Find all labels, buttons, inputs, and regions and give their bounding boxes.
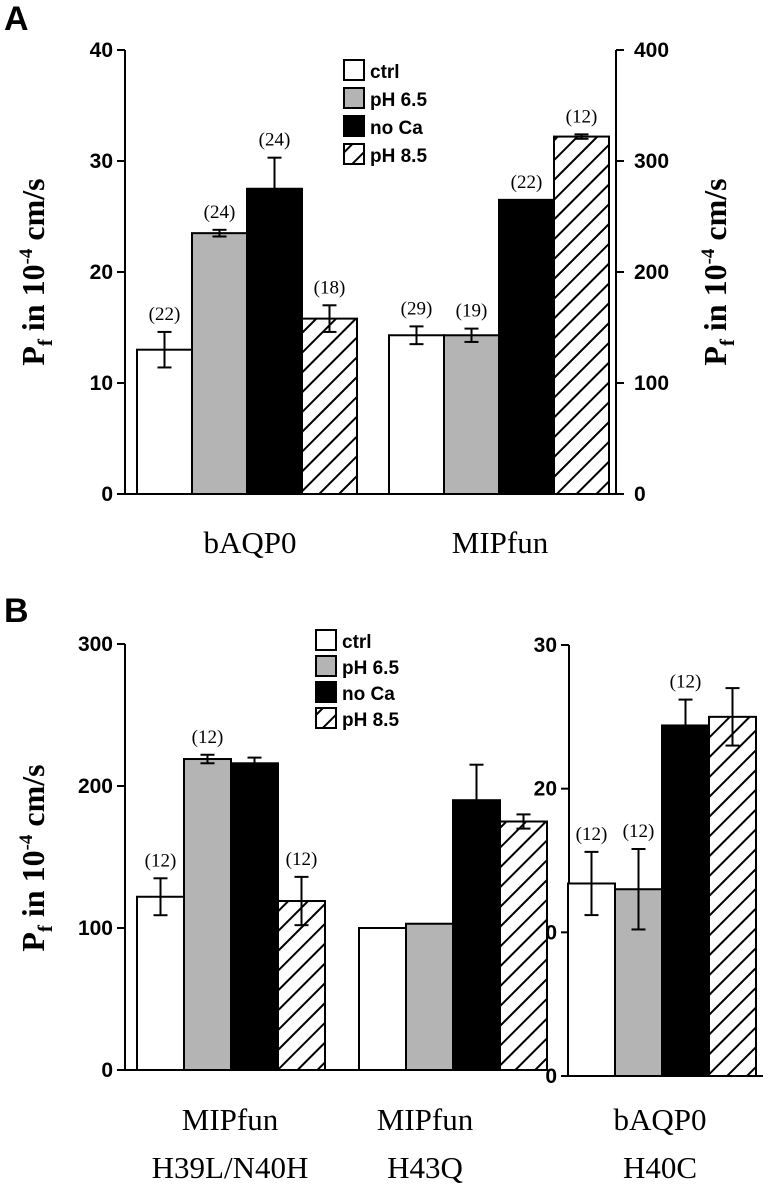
legend-swatch [343, 87, 365, 109]
y-tick-label: 300 [78, 633, 113, 656]
y-tick-label: 20 [90, 261, 113, 284]
y-axis-label-right: Pf in 10-4 cm/s [697, 178, 739, 365]
y-axis-label: Pf in 10-4 cm/s [15, 764, 57, 951]
bar-ph-8-5 [277, 900, 326, 1072]
category-label: MIPfun [182, 1102, 279, 1137]
legend-label: pH 6.5 [370, 90, 427, 111]
y-tick-label: 0 [101, 483, 113, 506]
y-tick-label: 100 [78, 917, 113, 940]
y-tick-label: 400 [634, 39, 669, 62]
panel-letter: B [4, 592, 29, 630]
bar-no-ca [246, 187, 303, 495]
legend-swatch [315, 655, 337, 677]
bar-ctrl [388, 334, 445, 495]
y-tick-label: 40 [90, 39, 113, 62]
y-tick-label: 200 [78, 775, 113, 798]
bar-no-ca [498, 198, 555, 495]
legend-label: ctrl [370, 62, 400, 83]
y-tick-label: 0 [634, 483, 646, 506]
bar-ctrl [136, 895, 185, 1072]
y-tick-label: 100 [634, 372, 669, 395]
bar-ctrl [358, 927, 407, 1071]
n-label: (12) [623, 821, 655, 842]
n-label: (12) [566, 106, 598, 127]
n-label: (12) [286, 849, 318, 870]
n-label: (12) [145, 850, 177, 871]
legend-swatch [315, 629, 337, 651]
bar-ph-8-5 [708, 715, 757, 1077]
legend-swatch [343, 115, 365, 137]
n-label: (22) [511, 172, 543, 193]
legend: ctrl pH 6.5 no Ca pH 8.5 [343, 59, 427, 167]
legend-swatch [315, 681, 337, 703]
n-label: (29) [401, 298, 433, 319]
legend-swatch [343, 143, 365, 165]
legend-swatch [343, 59, 365, 81]
y-tick-label: 0 [101, 1059, 113, 1082]
bar-no-ca [452, 799, 501, 1071]
y-tick-label: 300 [634, 150, 669, 173]
bar-ph-6-5 [191, 232, 248, 495]
bar-ph-6-5 [443, 334, 500, 495]
legend-swatch [315, 707, 337, 729]
bar-ph-8-5 [553, 135, 610, 496]
legend-label: pH 6.5 [342, 658, 399, 679]
category-label: MIPfun [377, 1102, 474, 1137]
n-label: (12) [576, 824, 608, 845]
y-tick-label: 0 [545, 1065, 557, 1088]
bar-ph-8-5 [499, 820, 548, 1071]
n-label: (19) [456, 301, 488, 322]
category-label: H39L/N40H [152, 1150, 309, 1185]
bar-ph-6-5 [183, 758, 232, 1072]
n-label: (18) [314, 277, 346, 298]
legend-label: pH 8.5 [370, 146, 427, 167]
panel-letter: A [4, 0, 29, 38]
category-label: MIPfun [452, 525, 549, 560]
legend-label: no Ca [370, 118, 423, 139]
y-axis-label: Pf in 10-4 cm/s [15, 178, 57, 365]
panel-b: BPf in 10-4 cm/s01002003000102030(12)(12… [4, 592, 763, 1185]
n-label: (24) [204, 202, 236, 223]
legend-label: pH 8.5 [342, 710, 399, 731]
n-label: (24) [259, 130, 291, 151]
y-tick-label: 30 [90, 150, 113, 173]
bar-no-ca [230, 762, 279, 1072]
y-tick-label: 200 [634, 261, 669, 284]
category-label: bAQP0 [203, 525, 296, 560]
category-label: H43Q [387, 1150, 463, 1185]
category-label: H40C [623, 1150, 697, 1185]
y-tick-label: 30 [534, 634, 557, 657]
panel-a: A Pf in 10-4 cm/s Pf in 10-4 cm/s 0 10 20 30 40… [4, 0, 739, 560]
legend: ctrl pH 6.5 no Ca pH 8.5 [315, 629, 399, 731]
n-label: (12) [670, 672, 702, 693]
bar-no-ca [661, 724, 710, 1077]
bar-ctrl [136, 348, 193, 496]
category-label: bAQP0 [613, 1102, 706, 1137]
bar-ph-6-5 [405, 922, 454, 1071]
n-label: (12) [192, 727, 224, 748]
legend-label: no Ca [342, 684, 395, 705]
bar-ph-8-5 [301, 317, 358, 495]
y-tick-label: 10 [90, 372, 113, 395]
y-tick-label: 20 [534, 778, 557, 801]
legend-label: ctrl [342, 632, 372, 653]
n-label: (22) [149, 304, 181, 325]
